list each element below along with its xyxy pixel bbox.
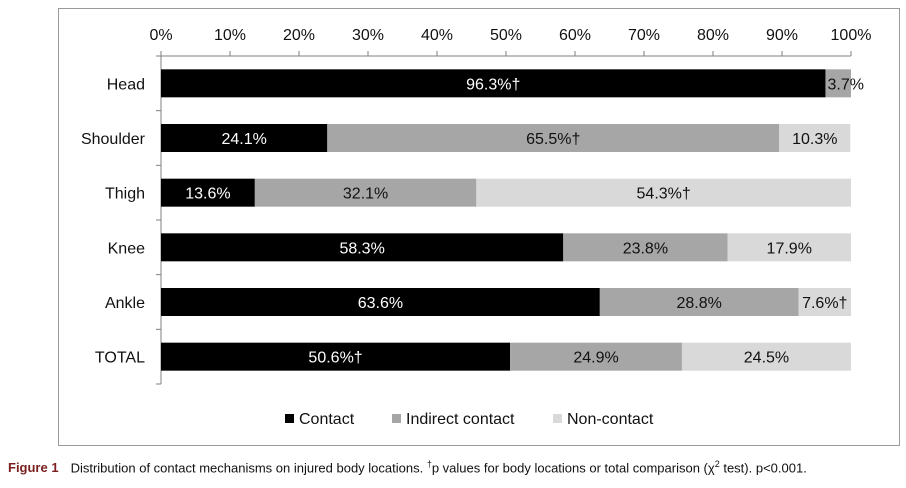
category-label: Thigh bbox=[105, 186, 145, 203]
data-label: 54.3%† bbox=[637, 186, 691, 203]
caption-text-3: test). p<0.001. bbox=[719, 460, 807, 476]
category-label: Head bbox=[107, 76, 145, 93]
data-label: 7.6%† bbox=[802, 295, 847, 312]
legend-swatch bbox=[553, 414, 562, 423]
x-tick-label: 100% bbox=[831, 27, 872, 44]
bar-segment bbox=[161, 124, 328, 152]
data-label: 96.3%† bbox=[466, 76, 520, 93]
bar-segment bbox=[510, 342, 682, 371]
figure-label: Figure 1 bbox=[8, 460, 59, 476]
figure-caption: Figure 1 Distribution of contact mechanis… bbox=[8, 459, 900, 475]
data-label: 23.8% bbox=[623, 240, 668, 257]
data-label: 32.1% bbox=[343, 186, 388, 203]
bar-segment bbox=[599, 288, 799, 316]
bar-segment bbox=[161, 233, 564, 262]
legend-label: Indirect contact bbox=[406, 411, 515, 428]
bar-segment bbox=[254, 178, 477, 207]
caption-text-1: Distribution of contact mechanisms on in… bbox=[70, 460, 427, 476]
data-label: 58.3% bbox=[339, 240, 384, 257]
data-label: 10.3% bbox=[792, 131, 837, 148]
x-tick-label: 70% bbox=[628, 27, 660, 44]
data-label: 3.7% bbox=[827, 76, 863, 93]
data-label: 63.6% bbox=[358, 295, 403, 312]
bar-segment bbox=[161, 69, 826, 98]
bar-segment bbox=[727, 233, 851, 262]
data-label: 24.1% bbox=[221, 131, 266, 148]
data-label: 24.5% bbox=[744, 350, 789, 367]
bar-segment bbox=[681, 342, 851, 371]
x-tick-label: 10% bbox=[214, 27, 246, 44]
x-tick-label: 0% bbox=[149, 27, 172, 44]
legend-swatch bbox=[392, 414, 401, 423]
data-label: 50.6%† bbox=[308, 350, 362, 367]
data-label: 17.9% bbox=[767, 240, 812, 257]
bar-segment bbox=[161, 342, 511, 371]
x-tick-label: 90% bbox=[766, 27, 798, 44]
bar-segment bbox=[476, 178, 851, 207]
data-label: 13.6% bbox=[185, 186, 230, 203]
legend-label: Contact bbox=[299, 411, 355, 428]
x-tick-label: 80% bbox=[697, 27, 729, 44]
legend-label: Non-contact bbox=[567, 411, 654, 428]
caption-text-2: p values for body locations or total com… bbox=[431, 460, 715, 476]
bar-segment bbox=[798, 288, 851, 316]
bar-segment bbox=[161, 178, 255, 207]
bar-segment bbox=[825, 69, 851, 98]
category-label: TOTAL bbox=[95, 350, 145, 367]
caption-superscript: 2 bbox=[714, 459, 720, 469]
x-tick-label: 20% bbox=[283, 27, 315, 44]
x-tick-label: 30% bbox=[352, 27, 384, 44]
bar-segment bbox=[327, 124, 780, 152]
data-label: 24.9% bbox=[573, 350, 618, 367]
x-tick-label: 50% bbox=[490, 27, 522, 44]
category-label: Shoulder bbox=[81, 131, 146, 148]
bar-segment bbox=[161, 288, 600, 316]
category-label: Ankle bbox=[105, 295, 145, 312]
x-tick-label: 60% bbox=[559, 27, 591, 44]
x-tick-label: 40% bbox=[421, 27, 453, 44]
bar-segment bbox=[779, 124, 851, 152]
data-label: 65.5%† bbox=[526, 131, 580, 148]
bar-segment bbox=[563, 233, 728, 262]
caption-dagger: † bbox=[426, 459, 432, 469]
data-label: 28.8% bbox=[677, 295, 722, 312]
legend-swatch bbox=[285, 414, 294, 423]
category-label: Knee bbox=[108, 240, 145, 257]
